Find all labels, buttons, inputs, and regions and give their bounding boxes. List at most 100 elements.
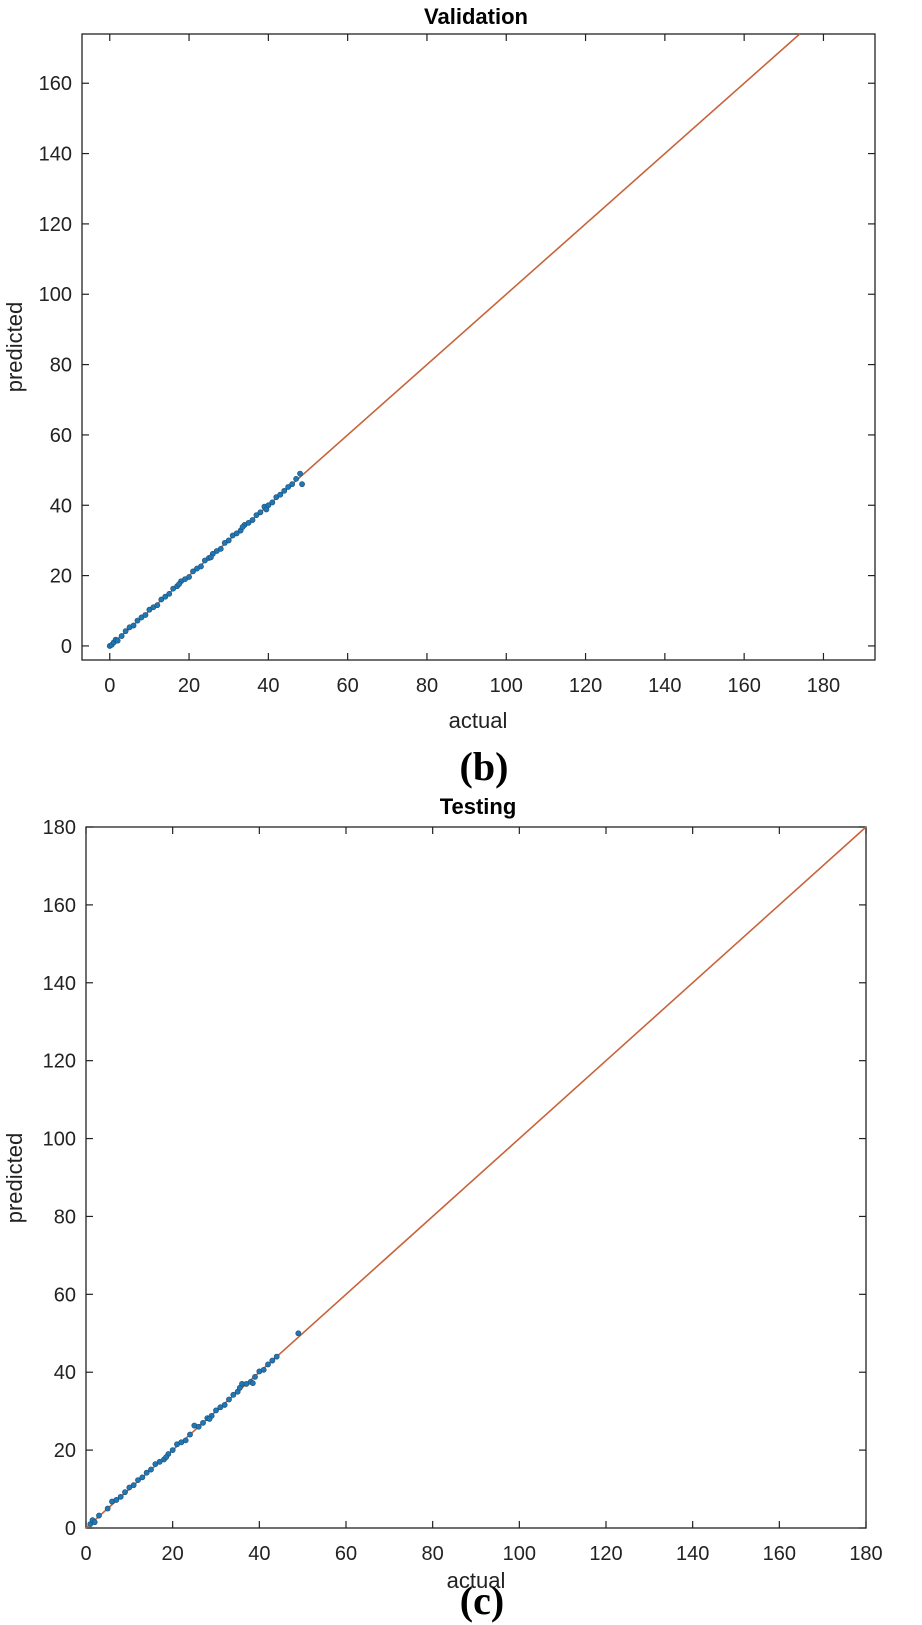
- testing-data-point: [139, 1474, 146, 1481]
- validation-data-point: [166, 590, 173, 597]
- validation-data-point: [154, 602, 161, 609]
- testing-data-point: [187, 1431, 193, 1438]
- testing-y-axis-label: predicted: [2, 1133, 27, 1224]
- validation-caption: (b): [460, 744, 509, 789]
- testing-data-point: [236, 1384, 243, 1391]
- testing-data-point: [143, 1469, 150, 1476]
- validation-data-point: [297, 470, 303, 477]
- testing-x-tick-label: 120: [589, 1543, 622, 1565]
- testing-data-point: [226, 1396, 232, 1403]
- testing-data-point: [182, 1437, 189, 1444]
- testing-x-tick-label: 40: [248, 1543, 270, 1565]
- testing-data-point: [130, 1482, 137, 1489]
- testing-y-tick-label: 80: [54, 1206, 76, 1228]
- validation-data-point: [269, 499, 276, 506]
- validation-data-point: [257, 509, 264, 516]
- testing-data-point: [152, 1461, 159, 1468]
- testing-data-point: [91, 1519, 98, 1526]
- validation-data-point: [114, 637, 121, 644]
- validation-data-point: [249, 517, 256, 523]
- validation-data-point: [198, 563, 204, 570]
- validation-y-tick-label: 100: [39, 284, 72, 306]
- testing-data-point: [126, 1484, 133, 1491]
- testing-data-point: [249, 1380, 256, 1387]
- testing-x-tick-label: 20: [162, 1543, 184, 1565]
- testing-data-point: [206, 1416, 213, 1422]
- validation-y-tick-label: 40: [50, 495, 72, 517]
- validation-x-tick-label: 120: [569, 675, 602, 697]
- validation-data-point: [130, 622, 137, 629]
- testing-y-ticks: 0 20 40 60 80 100 120 140 160 180: [43, 817, 866, 1540]
- validation-data-point: [217, 545, 224, 552]
- testing-data-point: [260, 1366, 267, 1373]
- testing-y-tick-label: 180: [43, 817, 76, 839]
- validation-data-point: [158, 596, 165, 603]
- validation-data-point: [281, 487, 288, 494]
- testing-x-tick-label: 0: [80, 1543, 91, 1565]
- testing-x-tick-label: 140: [676, 1543, 709, 1565]
- testing-x-tick-label: 160: [763, 1543, 796, 1565]
- testing-y-tick-label: 120: [43, 1051, 76, 1073]
- validation-x-tick-label: 80: [416, 675, 438, 697]
- validation-y-tick-label: 60: [50, 425, 72, 447]
- testing-y-tick-label: 40: [54, 1362, 76, 1384]
- validation-data-point: [186, 574, 192, 580]
- testing-x-tick-label: 180: [849, 1543, 882, 1565]
- testing-data-point: [169, 1447, 176, 1454]
- validation-y-axis-label: predicted: [2, 302, 27, 393]
- testing-y-tick-label: 0: [65, 1518, 76, 1540]
- validation-title: Validation: [424, 4, 528, 29]
- validation-x-axis-label: actual: [449, 708, 508, 733]
- validation-data-point: [122, 628, 129, 635]
- validation-data-point: [285, 484, 292, 490]
- testing-data-point: [104, 1505, 111, 1512]
- validation-y-tick-label: 120: [39, 214, 72, 236]
- validation-x-tick-label: 100: [490, 675, 523, 697]
- validation-y-tick-label: 140: [39, 144, 72, 166]
- validation-data-point: [142, 612, 149, 618]
- testing-data-point: [230, 1391, 237, 1398]
- testing-data-point: [113, 1497, 120, 1503]
- testing-data-point: [195, 1423, 202, 1430]
- validation-data-point: [233, 530, 240, 537]
- testing-y-tick-label: 20: [54, 1440, 76, 1462]
- validation-data-point: [118, 633, 125, 639]
- testing-title: Testing: [440, 794, 517, 819]
- testing-data-point: [252, 1373, 258, 1380]
- testing-y-tick-label: 60: [54, 1284, 76, 1306]
- testing-y-tick-label: 160: [43, 895, 76, 917]
- testing-x-ticks: 0 20 40 60 80 100 120 140 160 180: [80, 827, 883, 1565]
- validation-data-point: [162, 593, 169, 600]
- validation-data-point: [277, 491, 284, 498]
- testing-data-point: [295, 1330, 302, 1337]
- validation-data-point: [299, 481, 305, 488]
- testing-y-tick-label: 100: [43, 1129, 76, 1151]
- validation-x-tick-label: 0: [104, 675, 115, 697]
- testing-data-point: [221, 1402, 228, 1408]
- testing-data-point: [117, 1493, 124, 1500]
- testing-data-point: [156, 1458, 163, 1465]
- testing-data-point: [273, 1353, 280, 1360]
- validation-data-point: [239, 524, 246, 530]
- validation-x-tick-label: 180: [807, 675, 840, 697]
- testing-data-point: [269, 1357, 276, 1364]
- validation-y-ticks: 0 20 40 60 80 100 120 140 160: [39, 73, 875, 658]
- validation-data-point: [176, 581, 183, 587]
- testing-data-point: [200, 1419, 206, 1426]
- validation-x-tick-label: 20: [178, 675, 200, 697]
- validation-x-tick-label: 160: [727, 675, 760, 697]
- testing-points: [87, 1330, 302, 1528]
- testing-data-point: [163, 1454, 170, 1461]
- validation-data-point: [293, 475, 300, 482]
- testing-x-tick-label: 80: [422, 1543, 444, 1565]
- validation-x-tick-label: 40: [257, 675, 279, 697]
- validation-data-point: [245, 519, 252, 526]
- testing-x-axis-label: actual: [447, 1568, 506, 1593]
- validation-data-point: [289, 481, 296, 488]
- testing-data-point: [135, 1477, 141, 1483]
- testing-data-point: [96, 1512, 102, 1519]
- validation-data-point: [225, 537, 232, 544]
- validation-y-tick-label: 160: [39, 73, 72, 95]
- validation-y-tick-label: 0: [61, 636, 72, 658]
